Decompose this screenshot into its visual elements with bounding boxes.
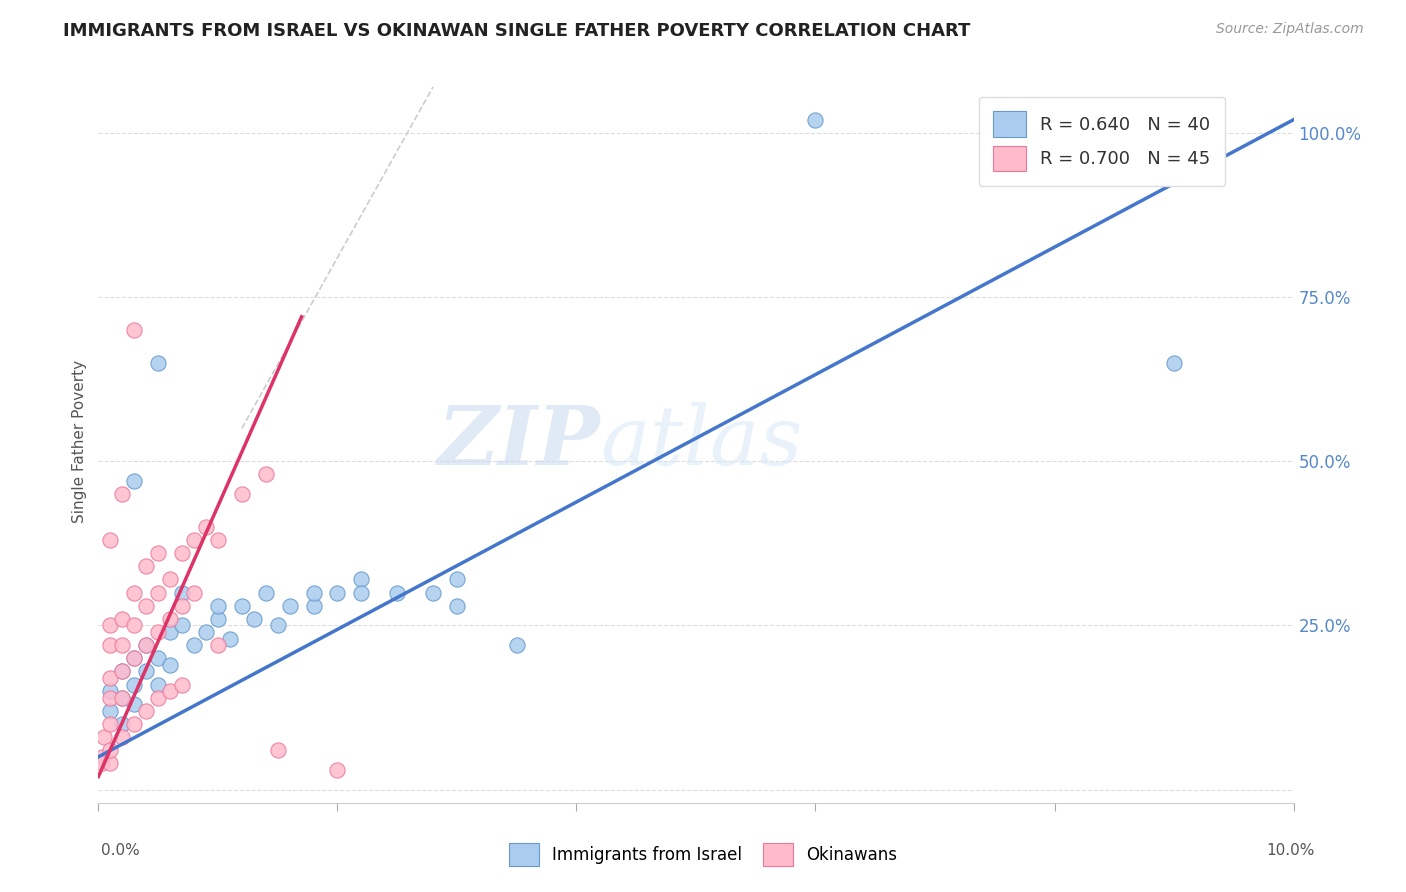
- Point: [446, 599, 468, 613]
- Point: [111, 612, 134, 626]
- Point: [172, 618, 194, 632]
- Point: [1163, 356, 1185, 370]
- Point: [98, 533, 122, 547]
- Point: [302, 599, 325, 613]
- Point: [159, 573, 181, 587]
- Text: 0.0%: 0.0%: [101, 843, 141, 858]
- Point: [124, 474, 146, 488]
- Point: [267, 743, 290, 757]
- Point: [254, 585, 277, 599]
- Point: [135, 638, 157, 652]
- Point: [326, 763, 349, 777]
- Point: [124, 677, 146, 691]
- Point: [159, 684, 181, 698]
- Point: [98, 756, 122, 771]
- Point: [159, 657, 181, 672]
- Point: [159, 612, 181, 626]
- Point: [183, 533, 205, 547]
- Point: [93, 730, 115, 744]
- Point: [231, 487, 253, 501]
- Point: [385, 585, 409, 599]
- Legend: Immigrants from Israel, Okinawans: Immigrants from Israel, Okinawans: [501, 835, 905, 875]
- Point: [195, 520, 218, 534]
- Point: [135, 559, 157, 574]
- Text: 10.0%: 10.0%: [1267, 843, 1315, 858]
- Point: [195, 625, 218, 640]
- Point: [207, 533, 229, 547]
- Point: [267, 618, 290, 632]
- Point: [98, 684, 122, 698]
- Point: [98, 690, 122, 705]
- Point: [111, 487, 134, 501]
- Point: [98, 638, 122, 652]
- Y-axis label: Single Father Poverty: Single Father Poverty: [72, 360, 87, 523]
- Point: [111, 665, 134, 679]
- Point: [446, 573, 468, 587]
- Legend: R = 0.640   N = 40, R = 0.700   N = 45: R = 0.640 N = 40, R = 0.700 N = 45: [979, 96, 1225, 186]
- Text: Source: ZipAtlas.com: Source: ZipAtlas.com: [1216, 22, 1364, 37]
- Point: [172, 546, 194, 560]
- Point: [148, 651, 170, 665]
- Point: [159, 625, 181, 640]
- Point: [124, 585, 146, 599]
- Point: [98, 717, 122, 731]
- Point: [172, 599, 194, 613]
- Point: [148, 585, 170, 599]
- Point: [350, 585, 373, 599]
- Point: [111, 665, 134, 679]
- Point: [124, 698, 146, 712]
- Point: [207, 599, 229, 613]
- Point: [148, 690, 170, 705]
- Point: [98, 743, 122, 757]
- Point: [111, 730, 134, 744]
- Point: [124, 651, 146, 665]
- Point: [207, 612, 229, 626]
- Point: [183, 585, 205, 599]
- Point: [124, 651, 146, 665]
- Point: [135, 599, 157, 613]
- Point: [98, 618, 122, 632]
- Point: [804, 112, 827, 127]
- Point: [124, 323, 146, 337]
- Point: [91, 756, 114, 771]
- Point: [98, 671, 122, 685]
- Point: [111, 690, 134, 705]
- Text: atlas: atlas: [600, 401, 803, 482]
- Point: [135, 638, 157, 652]
- Point: [172, 585, 194, 599]
- Point: [302, 585, 325, 599]
- Point: [111, 638, 134, 652]
- Point: [124, 717, 146, 731]
- Point: [135, 665, 157, 679]
- Point: [124, 618, 146, 632]
- Point: [350, 573, 373, 587]
- Point: [207, 638, 229, 652]
- Point: [148, 356, 170, 370]
- Point: [231, 599, 253, 613]
- Point: [278, 599, 301, 613]
- Point: [98, 704, 122, 718]
- Point: [111, 717, 134, 731]
- Point: [243, 612, 266, 626]
- Point: [135, 704, 157, 718]
- Point: [422, 585, 444, 599]
- Point: [148, 677, 170, 691]
- Point: [183, 638, 205, 652]
- Point: [506, 638, 529, 652]
- Point: [172, 677, 194, 691]
- Point: [326, 585, 349, 599]
- Point: [219, 632, 242, 646]
- Point: [91, 749, 114, 764]
- Point: [148, 625, 170, 640]
- Point: [254, 467, 277, 482]
- Text: IMMIGRANTS FROM ISRAEL VS OKINAWAN SINGLE FATHER POVERTY CORRELATION CHART: IMMIGRANTS FROM ISRAEL VS OKINAWAN SINGL…: [63, 22, 970, 40]
- Point: [111, 690, 134, 705]
- Point: [148, 546, 170, 560]
- Text: ZIP: ZIP: [437, 401, 600, 482]
